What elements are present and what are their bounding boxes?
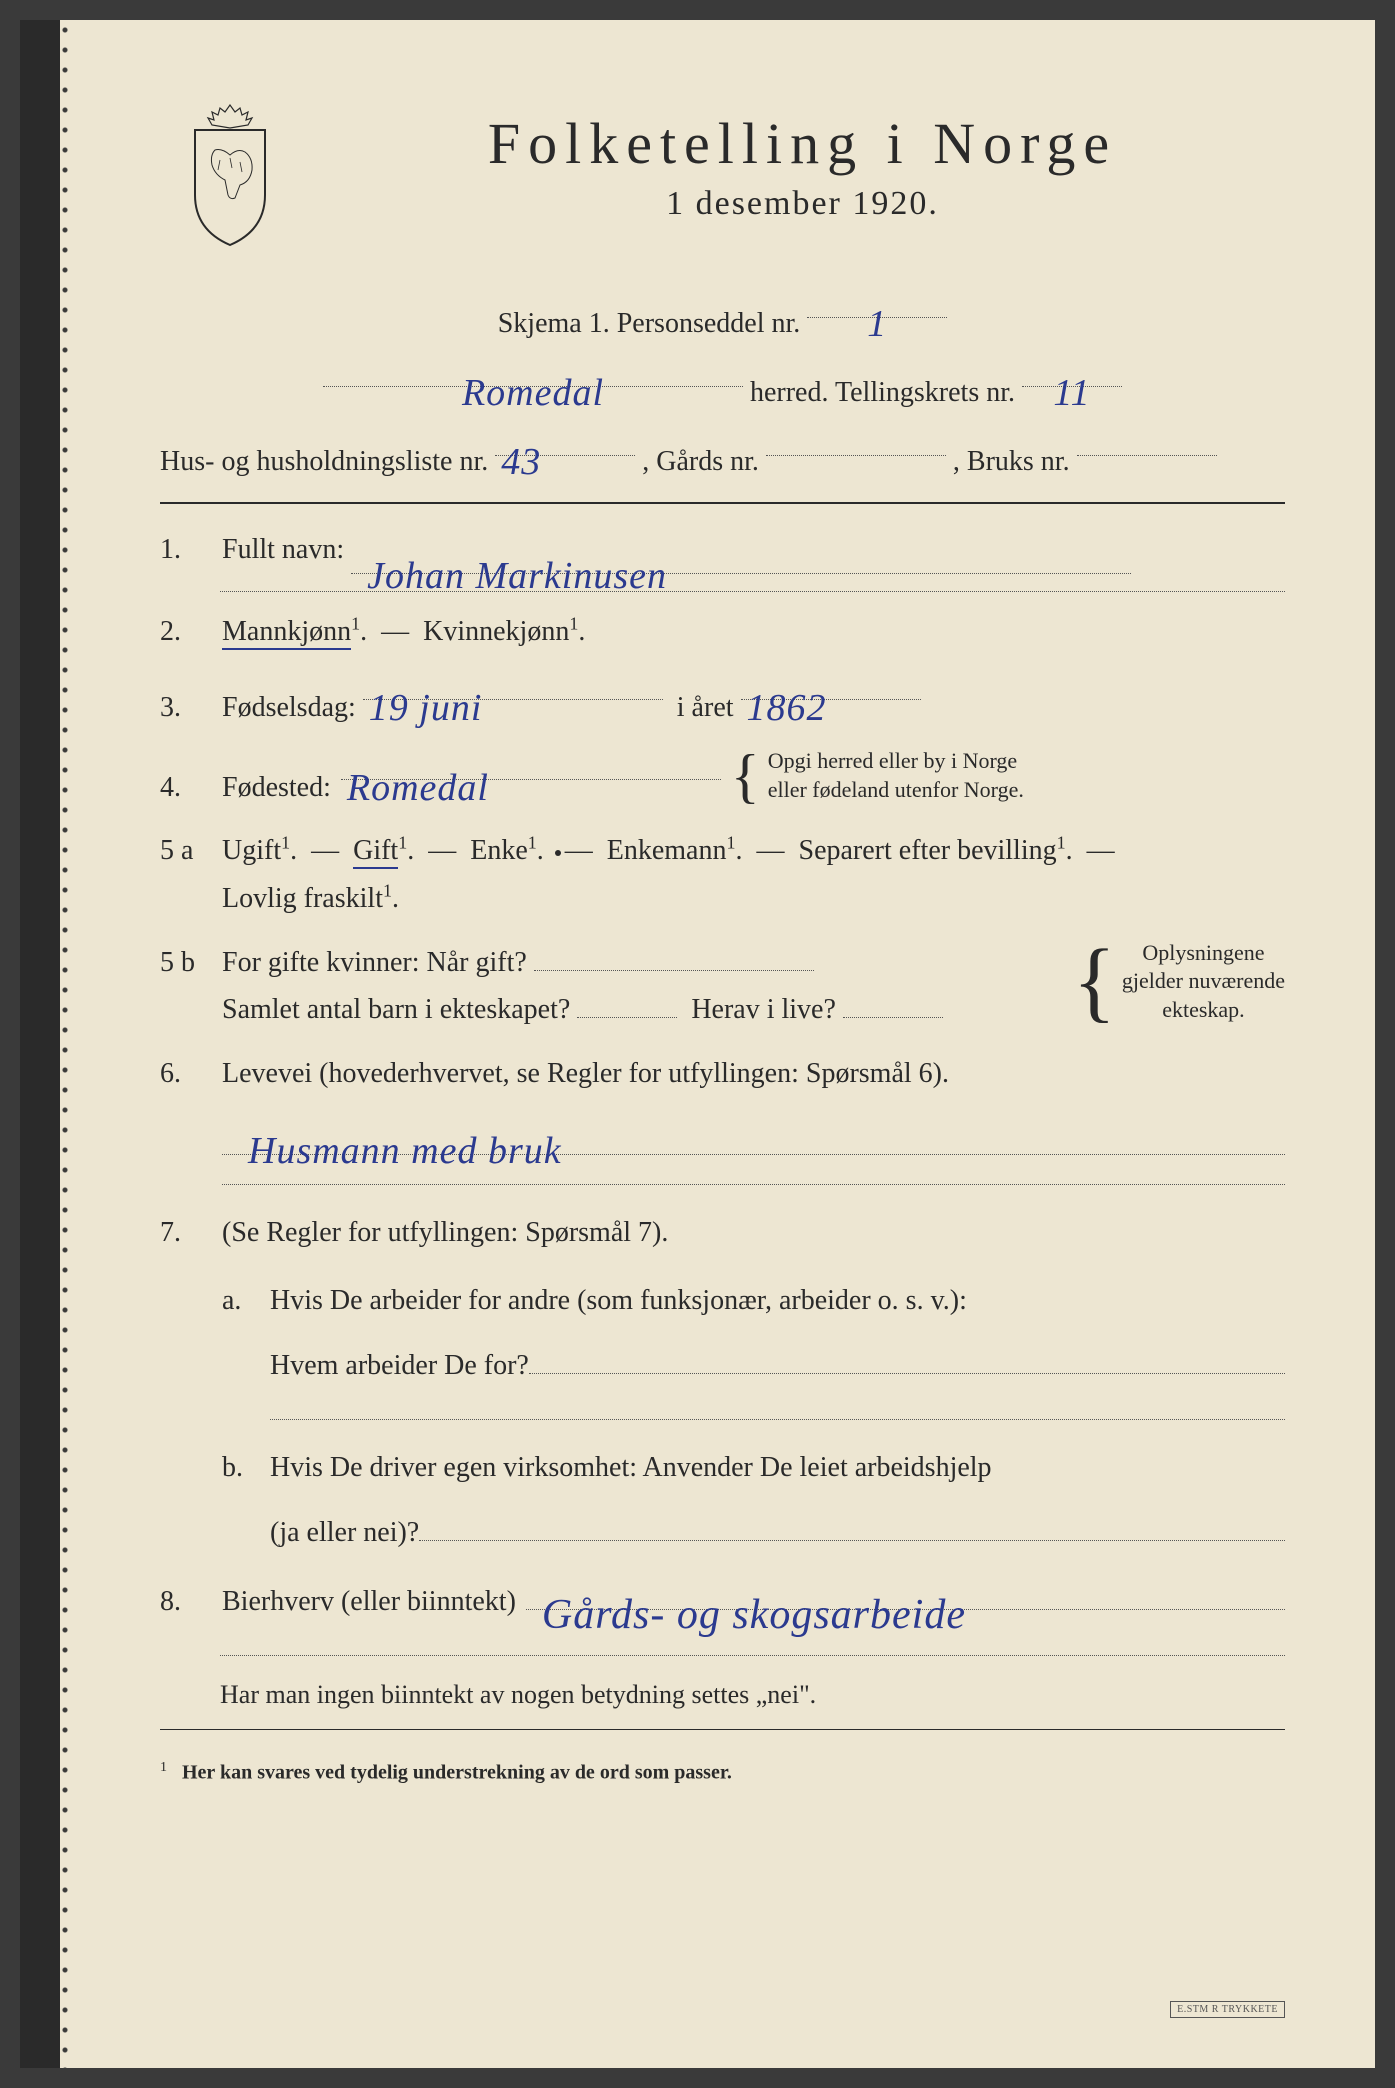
q2-num: 2. xyxy=(160,616,204,648)
q3-year: 1862 xyxy=(741,687,833,729)
q5a-separert: Separert efter bevilling xyxy=(799,835,1057,866)
question-2: 2. Mannkjønn1. — Kvinnekjønn1. xyxy=(160,608,1285,656)
q5b-note-2: gjelder nuværende xyxy=(1122,968,1285,993)
q5b-note: { Oplysningene gjelder nuværende ekteska… xyxy=(1073,939,1285,1025)
q3-num: 3. xyxy=(160,692,204,724)
divider-1 xyxy=(160,502,1285,504)
coat-of-arms-icon xyxy=(170,100,290,250)
q4-note: { Opgi herred eller by i Norge eller fød… xyxy=(731,747,1024,804)
q5b-note-3: ekteskap. xyxy=(1162,997,1244,1022)
meta-line-3: Hus- og husholdningsliste nr. 43 , Gårds… xyxy=(160,428,1285,485)
question-5a: 5 a Ugift1. — Gift1. — Enke1. — Enkemann… xyxy=(160,827,1285,922)
title-block: Folketelling i Norge 1 desember 1920. xyxy=(320,100,1285,223)
q5b-label1: For gifte kvinner: Når gift? xyxy=(222,947,527,978)
q7b-sub: (ja eller nei)? xyxy=(270,1509,419,1557)
question-4: 4. Fødested: Romedal { Opgi herred eller… xyxy=(160,747,1285,811)
q5a-enkemann: Enkemann xyxy=(607,835,727,866)
q8-label: Bierhverv (eller biinntekt) xyxy=(222,1578,516,1626)
q1-num: 1. xyxy=(160,534,204,566)
q3-day: 19 juni xyxy=(363,687,489,729)
q4-note-1: Opgi herred eller by i Norge xyxy=(768,748,1017,773)
q7-label: (Se Regler for utfyllingen: Spørsmål 7). xyxy=(222,1217,668,1248)
meta-line-2: Romedal herred. Tellingskrets nr. 11 xyxy=(160,359,1285,416)
q5a-fraskilt: Lovlig fraskilt xyxy=(222,883,383,914)
footer-note: Har man ingen biinntekt av nogen betydni… xyxy=(160,1674,1285,1716)
herred-value: Romedal xyxy=(456,372,610,414)
q3-year-label: i året xyxy=(677,692,734,723)
q6-value: Husmann med bruk xyxy=(242,1119,568,1158)
q3-label: Fødselsdag: xyxy=(222,692,356,723)
question-5b: 5 b For gifte kvinner: Når gift? Samlet … xyxy=(160,939,1285,1034)
divider-2 xyxy=(160,1729,1285,1730)
bruks-label: , Bruks nr. xyxy=(953,446,1070,477)
census-form-page: Folketelling i Norge 1 desember 1920. Sk… xyxy=(20,20,1375,2068)
gards-label: , Gårds nr. xyxy=(642,446,759,477)
q7a-sub: Hvem arbeider De for? xyxy=(270,1342,529,1390)
q5a-ugift: Ugift xyxy=(222,835,281,866)
husliste-label: Hus- og husholdningsliste nr. xyxy=(160,446,488,477)
tellingskrets-nr: 11 xyxy=(1047,372,1096,414)
q5b-label3: Herav i live? xyxy=(691,994,836,1025)
q2-mannkjonn: Mannkjønn xyxy=(222,616,351,650)
footer-note-text: Har man ingen biinntekt av nogen betydni… xyxy=(220,1680,816,1709)
page-title: Folketelling i Norge xyxy=(320,110,1285,177)
q8-blank2 xyxy=(220,1654,1285,1656)
q6-num: 6. xyxy=(160,1058,204,1090)
q7a-label: Hvis De arbeider for andre (som funksjon… xyxy=(270,1285,967,1316)
q4-value: Romedal xyxy=(341,767,495,809)
q7b-label: Hvis De driver egen virksomhet: Anvender… xyxy=(270,1452,992,1483)
q4-note-2: eller fødeland utenfor Norge. xyxy=(768,777,1024,802)
q8-num: 8. xyxy=(160,1586,204,1618)
perforation xyxy=(60,20,70,2068)
page-subtitle: 1 desember 1920. xyxy=(320,185,1285,223)
q7-num: 7. xyxy=(160,1217,204,1249)
binding-edge xyxy=(20,20,60,2068)
question-1: 1. Fullt navn: Johan Markinusen xyxy=(160,526,1285,574)
footnote-text: Her kan svares ved tydelig understreknin… xyxy=(182,1762,732,1784)
personseddel-nr: 1 xyxy=(861,303,893,345)
printer-stamp: E.STM R TRYKKETE xyxy=(1170,2001,1285,2018)
crest-svg xyxy=(170,100,290,250)
question-7: 7. (Se Regler for utfyllingen: Spørsmål … xyxy=(160,1209,1285,1556)
q1-value: Johan Markinusen xyxy=(361,544,673,579)
q5a-enke: Enke xyxy=(470,835,528,866)
header: Folketelling i Norge 1 desember 1920. xyxy=(130,100,1285,250)
q1-label: Fullt navn: xyxy=(222,534,344,565)
question-6: 6. Levevei (hovederhvervet, se Regler fo… xyxy=(160,1050,1285,1186)
q2-kvinnekjonn: Kvinnekjønn xyxy=(423,616,569,647)
question-3: 3. Fødselsdag: 19 juni i året 1862 xyxy=(160,672,1285,732)
q5b-note-1: Oplysningene xyxy=(1142,940,1264,965)
meta-line-1: Skjema 1. Personseddel nr. 1 xyxy=(160,290,1285,347)
skjema-label: Skjema 1. Personseddel nr. xyxy=(498,308,801,339)
q4-num: 4. xyxy=(160,772,204,804)
q4-label: Fødested: xyxy=(222,764,331,812)
footnote: 1 Her kan svares ved tydelig understrekn… xyxy=(160,1760,1285,1785)
q5a-num: 5 a xyxy=(160,835,204,867)
q5b-label2: Samlet antal barn i ekteskapet? xyxy=(222,994,570,1025)
q5b-num: 5 b xyxy=(160,947,204,979)
q6-label: Levevei (hovederhvervet, se Regler for u… xyxy=(222,1058,949,1089)
bruks-nr xyxy=(1077,441,1089,483)
herred-label: herred. Tellingskrets nr. xyxy=(750,377,1015,408)
gards-nr xyxy=(766,441,778,483)
q8-value: Gårds- og skogsarbeide xyxy=(536,1580,972,1615)
q5a-gift: Gift xyxy=(353,835,398,869)
form-content: Skjema 1. Personseddel nr. 1 Romedal her… xyxy=(130,290,1285,1785)
question-8: 8. Bierhverv (eller biinntekt) Gårds- og… xyxy=(160,1576,1285,1625)
husliste-nr: 43 xyxy=(495,441,547,483)
